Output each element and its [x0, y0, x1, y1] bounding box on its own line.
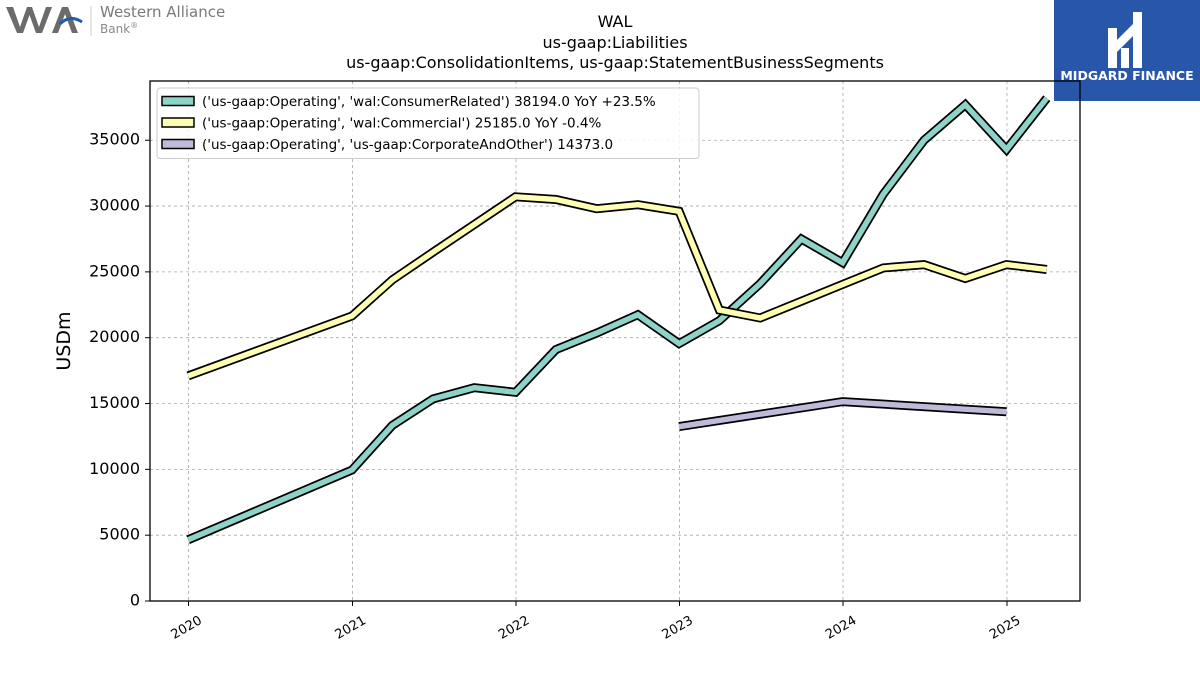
logo-text-line2: Bank®: [100, 21, 138, 36]
y-axis-label: USDm: [53, 311, 75, 370]
western-alliance-logo: Western Alliance Bank®: [6, 3, 225, 36]
y-tick-label: 30000: [89, 196, 140, 215]
x-tick-label: 2022: [496, 613, 532, 643]
legend-swatch: [161, 138, 195, 150]
y-tick-label: 0: [130, 591, 140, 610]
series-layer: [186, 95, 1051, 544]
legend-swatch: [161, 95, 195, 107]
series-line-outline-1: [186, 95, 1051, 544]
y-tick-label: 15000: [89, 393, 140, 412]
legend-swatch: [161, 117, 195, 128]
chart-subtitle-2: us-gaap:ConsolidationItems, us-gaap:Stat…: [346, 53, 884, 72]
axis-ticks: 0 5000 10000 15000 20000 25000 30000 35000 2020 2…: [89, 130, 1023, 643]
legend-entry: ('us-gaap:Operating', 'us-gaap:Corporate…: [202, 137, 613, 153]
chart-subtitle: us-gaap:Liabilities: [542, 33, 687, 52]
midgard-finance-logo: MIDGARD FINANCE: [1054, 0, 1200, 101]
series-line-2: [187, 193, 1048, 379]
chart-title: WAL: [598, 12, 633, 31]
legend-entry: ('us-gaap:Operating', 'wal:Commercial') …: [202, 116, 602, 132]
y-tick-label: 20000: [89, 327, 140, 346]
x-tick-label: 2025: [987, 613, 1023, 643]
series-line-outline-3: [678, 397, 1007, 432]
y-tick-label: 5000: [99, 525, 140, 544]
legend: ('us-gaap:Operating', 'wal:ConsumerRelat…: [156, 87, 700, 159]
y-tick-label: 10000: [89, 459, 140, 478]
series-line-1: [187, 96, 1049, 543]
series-line-3: [678, 398, 1007, 430]
series-line-outline-2: [186, 192, 1048, 381]
x-tick-label: 2020: [169, 613, 205, 643]
plot-area: [149, 80, 1081, 602]
y-tick-label: 35000: [89, 130, 140, 149]
logo-right-text: MIDGARD FINANCE: [1060, 68, 1193, 83]
legend-entry: ('us-gaap:Operating', 'wal:ConsumerRelat…: [202, 94, 656, 110]
x-tick-label: 2023: [660, 613, 696, 643]
x-tick-label: 2021: [333, 613, 369, 643]
x-tick-label: 2024: [823, 613, 859, 643]
legend-box: [156, 87, 700, 159]
logo-text-line1: Western Alliance: [100, 3, 225, 21]
western-alliance-monogram-icon: [6, 7, 83, 33]
midgard-monogram-icon: [1108, 12, 1142, 68]
y-tick-label: 25000: [89, 261, 140, 280]
